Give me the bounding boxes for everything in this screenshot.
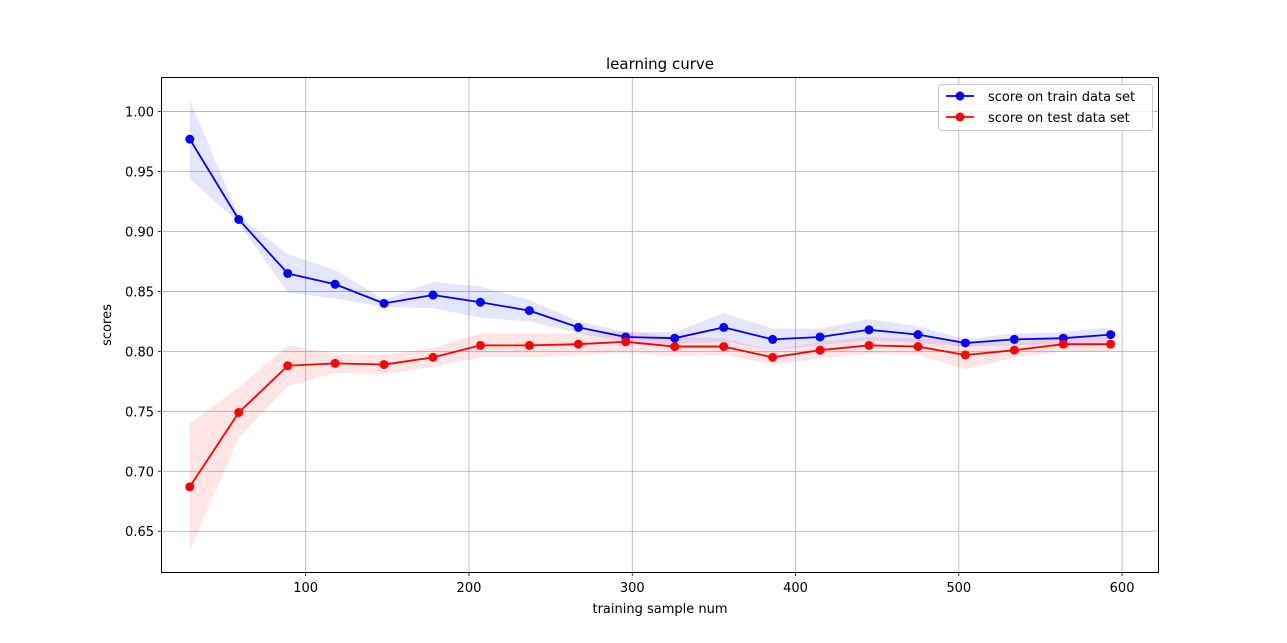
legend: score on train data set score on test da… bbox=[938, 84, 1153, 131]
y-tick-label: 0.75 bbox=[125, 405, 154, 420]
x-axis-label: training sample num bbox=[592, 602, 727, 617]
series-line-train bbox=[188, 138, 1111, 344]
x-tick-label: 200 bbox=[457, 581, 482, 596]
data-point-test bbox=[379, 360, 389, 370]
legend-box bbox=[938, 84, 1153, 131]
y-tick-label: 0.95 bbox=[125, 166, 154, 181]
data-point-test bbox=[1058, 339, 1068, 349]
data-point-test bbox=[475, 340, 485, 350]
plot-frame bbox=[161, 77, 1159, 573]
data-point-train bbox=[1009, 334, 1019, 344]
data-point-train bbox=[960, 338, 970, 348]
data-point-test bbox=[815, 345, 825, 355]
std-band-train bbox=[189, 99, 1111, 351]
data-point-test bbox=[719, 342, 729, 352]
data-point-test bbox=[1106, 339, 1116, 349]
data-point-train bbox=[768, 334, 778, 344]
data-point-test bbox=[913, 342, 923, 352]
data-point-train bbox=[330, 279, 340, 289]
axis-ticks: 100 200 300 400 500 600 0.65 0.70 0.75 0.80 0.85 0.… bbox=[125, 106, 1134, 596]
y-tick-label: 1.00 bbox=[125, 106, 154, 121]
x-tick-label: 400 bbox=[783, 581, 808, 596]
data-point-test bbox=[670, 342, 680, 352]
data-point-test bbox=[621, 337, 631, 347]
y-tick-label: 0.85 bbox=[125, 285, 154, 300]
data-point-test bbox=[573, 339, 583, 349]
data-point-test bbox=[768, 352, 778, 362]
y-tick-label: 0.70 bbox=[125, 465, 154, 480]
data-point-train bbox=[864, 325, 874, 335]
data-point-test bbox=[185, 482, 195, 492]
y-tick-label: 0.80 bbox=[125, 345, 154, 360]
data-point-train bbox=[670, 333, 680, 343]
x-tick-label: 300 bbox=[620, 581, 645, 596]
data-point-train bbox=[719, 322, 729, 332]
data-point-test bbox=[864, 340, 874, 350]
data-point-test bbox=[960, 350, 970, 360]
data-point-train bbox=[234, 214, 244, 224]
y-axis-label: scores bbox=[100, 304, 115, 346]
y-tick-label: 0.90 bbox=[125, 225, 154, 240]
x-tick-label: 100 bbox=[293, 581, 318, 596]
data-point-train bbox=[428, 290, 438, 300]
data-point-test bbox=[428, 352, 438, 362]
chart-title: learning curve bbox=[606, 55, 714, 73]
legend-label-train: score on train data set bbox=[988, 90, 1135, 105]
data-point-test bbox=[524, 340, 534, 350]
series-points bbox=[185, 134, 1116, 492]
data-point-train bbox=[475, 297, 485, 307]
data-point-train bbox=[283, 268, 293, 278]
data-point-train bbox=[913, 330, 923, 340]
series-line-test bbox=[189, 340, 1111, 488]
data-point-train bbox=[524, 306, 534, 316]
std-bands bbox=[189, 99, 1111, 551]
data-point-train bbox=[1106, 330, 1116, 340]
y-tick-label: 0.65 bbox=[125, 525, 154, 540]
data-point-test bbox=[1009, 345, 1019, 355]
series-lines bbox=[188, 138, 1111, 488]
legend-label-test: score on test data set bbox=[988, 111, 1130, 126]
data-point-train bbox=[573, 322, 583, 332]
data-point-test bbox=[283, 361, 293, 371]
data-point-test bbox=[234, 408, 244, 418]
legend-marker-train bbox=[955, 91, 965, 101]
data-point-train bbox=[379, 298, 389, 308]
x-tick-label: 600 bbox=[1110, 581, 1135, 596]
grid bbox=[162, 78, 1158, 572]
data-point-test bbox=[330, 358, 340, 368]
data-point-train bbox=[815, 332, 825, 342]
legend-marker-test bbox=[955, 112, 965, 122]
x-tick-label: 500 bbox=[946, 581, 971, 596]
data-point-train bbox=[185, 134, 195, 144]
std-band-test bbox=[189, 330, 1111, 551]
